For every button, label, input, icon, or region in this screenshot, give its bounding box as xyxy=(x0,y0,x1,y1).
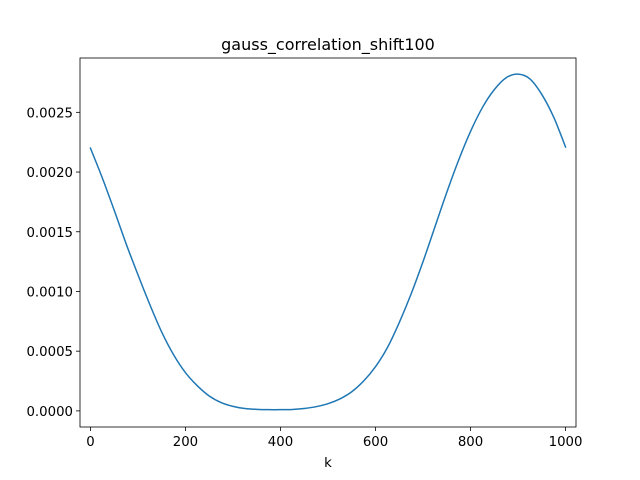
y-tick-label: 0.0005 xyxy=(26,345,73,360)
y-tick-label: 0.0015 xyxy=(26,226,73,241)
x-tick-label: 600 xyxy=(363,435,388,450)
x-tick-label: 400 xyxy=(268,435,293,450)
axes-frame xyxy=(79,57,577,428)
y-axis: 0.0000 0.0005 0.0010 0.0015 0.0020 0.0025 xyxy=(26,106,80,420)
x-axis-label: k xyxy=(324,456,332,471)
x-axis: 0 200 400 600 800 1000 xyxy=(86,427,582,450)
series-line xyxy=(89,73,567,411)
y-tick-label: 0.0020 xyxy=(26,166,73,181)
chart-title: gauss_correlation_shift100 xyxy=(221,35,435,55)
x-tick-label: 1000 xyxy=(549,435,583,450)
x-tick-label: 0 xyxy=(86,435,94,450)
x-tick-label: 200 xyxy=(173,435,198,450)
y-tick-label: 0.0025 xyxy=(26,106,73,121)
x-tick-label: 800 xyxy=(458,435,483,450)
y-tick-label: 0.0000 xyxy=(26,405,73,420)
y-tick-label: 0.0010 xyxy=(26,285,73,300)
